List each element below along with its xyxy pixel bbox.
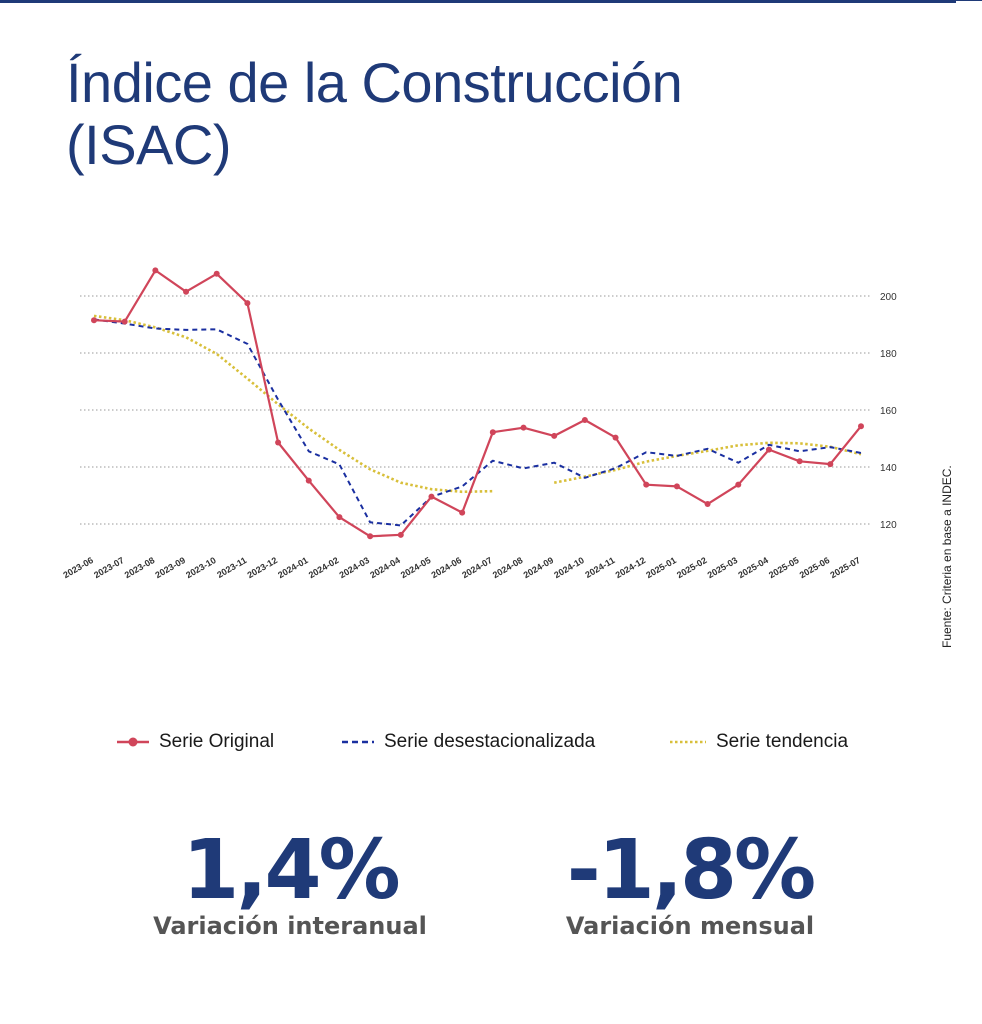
legend-item-tendencia: Serie tendencia	[668, 728, 848, 756]
data-point-original-2024-12	[643, 481, 650, 488]
series-line-dotted	[93, 314, 862, 494]
x-tick-label-2024-09: 2024-09	[522, 555, 556, 580]
x-tick-label-2024-07: 2024-07	[460, 555, 494, 580]
kpi-mensual-value: -1,8%	[566, 823, 816, 918]
data-point-original-2023-12	[275, 439, 282, 446]
x-tick-label-2025-02: 2025-02	[675, 555, 709, 580]
y-tick-label-180: 180	[880, 349, 897, 360]
x-tick-label-2025-03: 2025-03	[706, 555, 740, 580]
data-point-original-2024-02	[336, 514, 343, 521]
data-point-original-2023-10	[213, 270, 220, 277]
x-tick-label-2023-10: 2023-10	[184, 555, 218, 580]
data-point-original-2023-11	[244, 300, 251, 307]
data-point-original-2023-06	[91, 317, 97, 324]
data-point-original-2024-11	[612, 434, 619, 441]
x-tick-label-2024-01: 2024-01	[276, 555, 310, 580]
kpi-mensual: -1,8% Variación mensual	[510, 823, 870, 941]
y-tick-label-140: 140	[880, 463, 897, 474]
x-tick-label-2024-11: 2024-11	[583, 555, 616, 580]
legend-item-desestacionalizada: Serie desestacionalizada	[340, 728, 595, 756]
x-tick-label-2025-01: 2025-01	[644, 555, 678, 580]
x-tick-label-2024-10: 2024-10	[552, 555, 586, 580]
data-point-original-2025-03	[735, 481, 742, 488]
x-tick-label-2024-03: 2024-03	[338, 555, 372, 580]
legend-label-original: Serie Original	[159, 731, 275, 752]
kpi-mensual-label: Variación mensual	[565, 912, 815, 940]
x-tick-label-2023-08: 2023-08	[123, 555, 157, 580]
data-point-original-2025-05	[796, 458, 803, 465]
data-point-original-2025-02	[704, 501, 711, 508]
data-point-original-2025-06	[827, 461, 834, 468]
data-point-original-2024-08	[520, 424, 527, 431]
data-point-original-2024-06	[459, 509, 466, 516]
x-tick-label-2023-06: 2023-06	[61, 555, 95, 580]
data-point-original-2024-04	[397, 531, 404, 538]
y-tick-label-160: 160	[880, 406, 897, 417]
x-tick-label-2024-05: 2024-05	[399, 555, 433, 580]
y-tick-label-200: 200	[880, 292, 897, 303]
data-point-original-2025-04	[765, 446, 772, 453]
legend-item-original: Serie Original	[115, 728, 274, 756]
x-tick-label-2025-05: 2025-05	[767, 555, 801, 580]
data-point-original-2023-09	[183, 288, 190, 295]
data-point-original-2025-07	[858, 423, 864, 430]
data-point-original-2025-01	[673, 483, 680, 490]
isac-line-chart: 1201401601802002023-062023-072023-082023…	[61, 267, 897, 580]
x-tick-label-2025-07: 2025-07	[828, 555, 862, 580]
title-line-1: Índice de la Construcción	[66, 51, 683, 114]
legend-label-desestacionalizada: Serie desestacionalizada	[384, 731, 596, 752]
legend-swatch-tendencia	[670, 740, 706, 744]
x-tick-label-2023-11: 2023-11	[215, 555, 248, 580]
x-tick-label-2024-04: 2024-04	[368, 555, 402, 580]
data-point-original-2024-01	[305, 477, 312, 484]
data-point-original-2024-10	[581, 416, 588, 423]
data-point-original-2024-07	[489, 429, 496, 436]
data-point-original-2024-09	[551, 432, 558, 439]
x-tick-label-2024-02: 2024-02	[307, 555, 341, 580]
kpi-interanual: 1,4% Variación interanual	[110, 823, 470, 941]
legend-label-tendencia: Serie tendencia	[716, 731, 849, 752]
page-title: Índice de la Construcción (ISAC)	[66, 52, 826, 176]
source-note: Fuente: Criteria en base a INDEC.	[940, 465, 954, 648]
y-tick-label-120: 120	[880, 520, 897, 531]
kpi-interanual-label: Variación interanual	[153, 912, 427, 940]
data-point-original-2023-07	[121, 318, 128, 325]
top-accent-bar-thin	[956, 0, 982, 1]
x-tick-label-2023-09: 2023-09	[153, 555, 187, 580]
x-tick-label-2024-12: 2024-12	[614, 555, 648, 580]
top-accent-bar	[0, 0, 956, 3]
x-tick-label-2025-06: 2025-06	[798, 555, 832, 580]
data-point-original-2024-05	[428, 493, 435, 500]
legend-swatch-desestacionalizada	[342, 740, 374, 744]
x-tick-label-2024-08: 2024-08	[491, 555, 525, 580]
data-point-original-2023-08	[152, 267, 159, 274]
x-tick-label-2023-12: 2023-12	[245, 555, 279, 580]
legend-swatch-original	[117, 737, 149, 747]
kpi-interanual-value: 1,4%	[182, 823, 400, 918]
series-line-solid-markers	[93, 269, 862, 538]
data-point-original-2024-03	[367, 533, 374, 540]
x-tick-label-2024-06: 2024-06	[430, 555, 464, 580]
x-tick-label-2023-07: 2023-07	[92, 555, 126, 580]
title-line-2: (ISAC)	[66, 113, 232, 176]
chart-legend: Serie Original Serie desestacionalizada …	[0, 728, 982, 756]
x-tick-label-2025-04: 2025-04	[736, 555, 770, 580]
